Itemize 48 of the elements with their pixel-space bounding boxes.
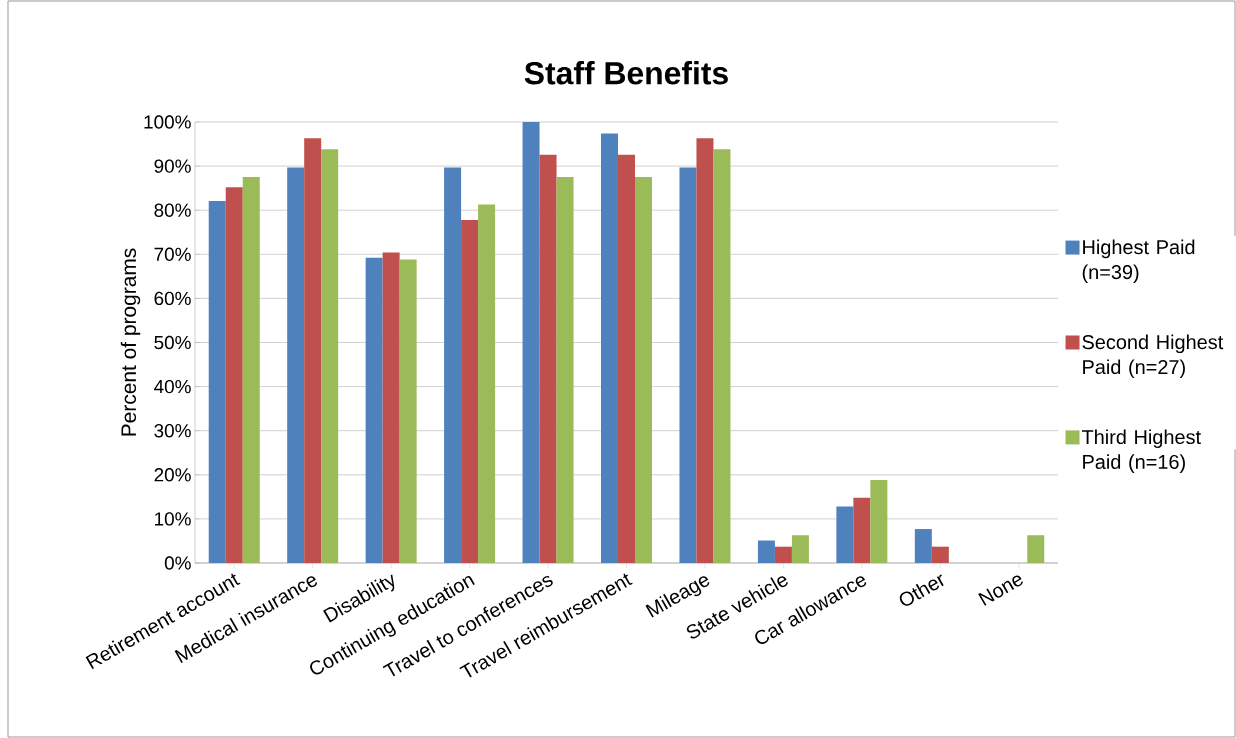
bar — [399, 259, 417, 563]
bar — [679, 167, 697, 563]
bar — [791, 535, 809, 563]
y-tick-label: 70% — [154, 247, 191, 261]
bar — [713, 149, 731, 563]
x-tick-label: None — [978, 575, 1023, 606]
chart-title: Staff Benefits — [524, 61, 728, 85]
bar — [287, 167, 305, 563]
bar — [461, 219, 479, 563]
y-tick-label: 50% — [154, 335, 191, 350]
bar — [1027, 535, 1045, 563]
bar — [618, 154, 636, 563]
bar — [757, 540, 775, 563]
bar — [696, 138, 714, 563]
y-tick-label: 60% — [154, 291, 191, 306]
bar — [321, 149, 339, 563]
bar — [556, 177, 574, 563]
y-axis-title: Percent of programs — [120, 248, 141, 436]
y-tick-label: 90% — [154, 159, 191, 173]
y-tick-label: 30% — [154, 424, 191, 438]
bar — [774, 546, 792, 563]
bar — [382, 252, 400, 563]
bar — [365, 257, 383, 563]
bar — [870, 480, 888, 563]
bar — [478, 204, 496, 563]
bar — [522, 122, 540, 563]
bar — [635, 177, 653, 563]
y-tick-label: 100% — [144, 115, 191, 129]
bar — [931, 546, 949, 563]
bar — [853, 497, 871, 563]
bar — [836, 506, 854, 563]
legend-label: Third Highest Paid (n=16) — [1081, 429, 1201, 473]
bar — [601, 133, 618, 563]
bar — [225, 187, 243, 563]
bar — [539, 154, 557, 563]
y-tick-label: 10% — [155, 512, 191, 526]
legend-label: Second Highest Paid (n=27) — [1082, 334, 1224, 378]
y-tick-label: 40% — [154, 379, 191, 394]
bar — [444, 167, 462, 563]
bar — [304, 138, 322, 563]
y-tick-label: 0% — [164, 556, 191, 570]
x-tick-label: Other — [899, 574, 944, 606]
legend-label: Highest Paid (n=39) — [1082, 239, 1195, 284]
bar — [914, 529, 932, 563]
bar — [208, 200, 226, 563]
y-tick-label: 20% — [154, 468, 191, 482]
y-tick-label: 80% — [154, 203, 191, 217]
bar — [242, 177, 260, 563]
